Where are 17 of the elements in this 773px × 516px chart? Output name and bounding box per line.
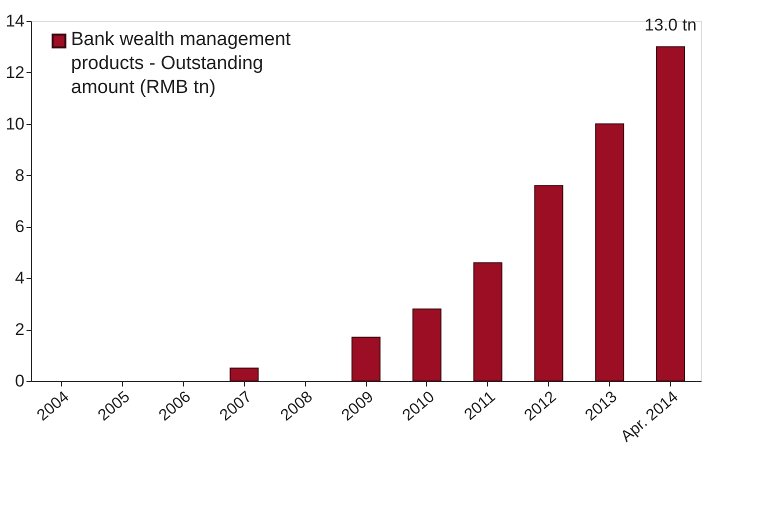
y-tick-label: 0 — [15, 372, 24, 390]
bar — [352, 336, 380, 382]
y-tick-label: 8 — [15, 166, 24, 185]
bar — [230, 368, 259, 382]
y-tick-label: 12 — [6, 62, 24, 82]
bar — [534, 185, 564, 382]
bar — [473, 262, 502, 382]
bar — [595, 123, 624, 382]
bar — [412, 308, 442, 382]
y-tick-label: 2 — [15, 320, 24, 340]
y-tick-label: 4 — [15, 268, 24, 288]
legend-label: Bank wealth management products - Outstanding amount (RMB tn) — [71, 29, 292, 98]
data-label: 13.0 tn — [644, 16, 697, 35]
y-tick-label: 10 — [6, 114, 24, 134]
y-tick-label: 14 — [6, 12, 24, 30]
bar — [656, 46, 686, 382]
y-tick-label: 6 — [15, 217, 24, 236]
